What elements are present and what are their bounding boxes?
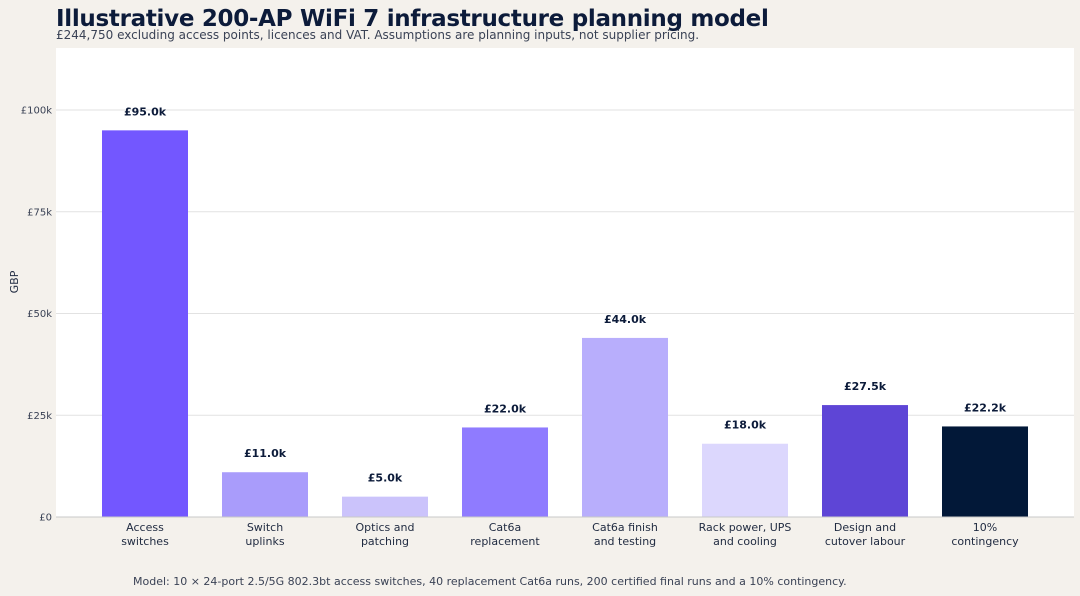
chart-title: Illustrative 200-AP WiFi 7 infrastructur… xyxy=(56,6,769,32)
bar xyxy=(582,337,668,517)
x-tick-label: replacement xyxy=(470,535,540,548)
x-tick-label: Switch xyxy=(247,521,283,534)
chart-subtitle: £244,750 excluding access points, licenc… xyxy=(56,28,700,42)
y-tick-label: £25k xyxy=(27,411,52,422)
x-tick-label: contingency xyxy=(951,535,1019,548)
bar xyxy=(942,426,1028,517)
x-tick-label: Rack power, UPS xyxy=(699,521,792,534)
bars xyxy=(102,130,1028,517)
data-label: £95.0k xyxy=(124,105,167,118)
y-tick-label: £100k xyxy=(21,106,52,117)
x-tick-label: and testing xyxy=(594,535,656,548)
y-tick-label: £75k xyxy=(27,207,52,218)
y-tick-label: £50k xyxy=(27,309,52,320)
x-tick-label: Cat6a xyxy=(489,521,521,534)
bar xyxy=(822,405,908,517)
x-tick-label: switches xyxy=(121,535,169,548)
x-tick-label: uplinks xyxy=(245,535,284,548)
y-axis-ticks: £0 £25k £50k £75k £100k xyxy=(21,106,52,524)
x-tick-label: cutover labour xyxy=(825,535,906,548)
bar xyxy=(102,130,188,517)
bar xyxy=(462,427,548,517)
footnote: Model: 10 × 24-port 2.5/5G 802.3bt acces… xyxy=(133,575,847,588)
data-label: £18.0k xyxy=(724,419,767,432)
y-axis-title: GBP xyxy=(8,270,21,293)
x-tick-label: 10% xyxy=(973,521,997,534)
data-label: £5.0k xyxy=(368,472,403,485)
data-label: £11.0k xyxy=(244,447,287,460)
x-tick-label: Optics and xyxy=(356,521,415,534)
bar xyxy=(222,472,308,517)
x-tick-label: Access xyxy=(126,521,164,534)
data-label: £44.0k xyxy=(604,313,647,326)
data-label: £22.0k xyxy=(484,402,527,415)
x-tick-label: Design and xyxy=(834,521,896,534)
y-tick-label: £0 xyxy=(39,513,52,524)
x-tick-label: patching xyxy=(361,535,409,548)
data-labels: £95.0k £11.0k £5.0k £22.0k £44.0k £18.0k £27.5… xyxy=(124,105,1007,484)
plot-area xyxy=(56,48,1074,517)
x-tick-label: and cooling xyxy=(713,535,777,548)
bar xyxy=(342,496,428,517)
bar xyxy=(702,443,788,517)
x-tick-label: Cat6a finish xyxy=(592,521,658,534)
data-label: £27.5k xyxy=(844,380,887,393)
data-label: £22.2k xyxy=(964,401,1007,414)
